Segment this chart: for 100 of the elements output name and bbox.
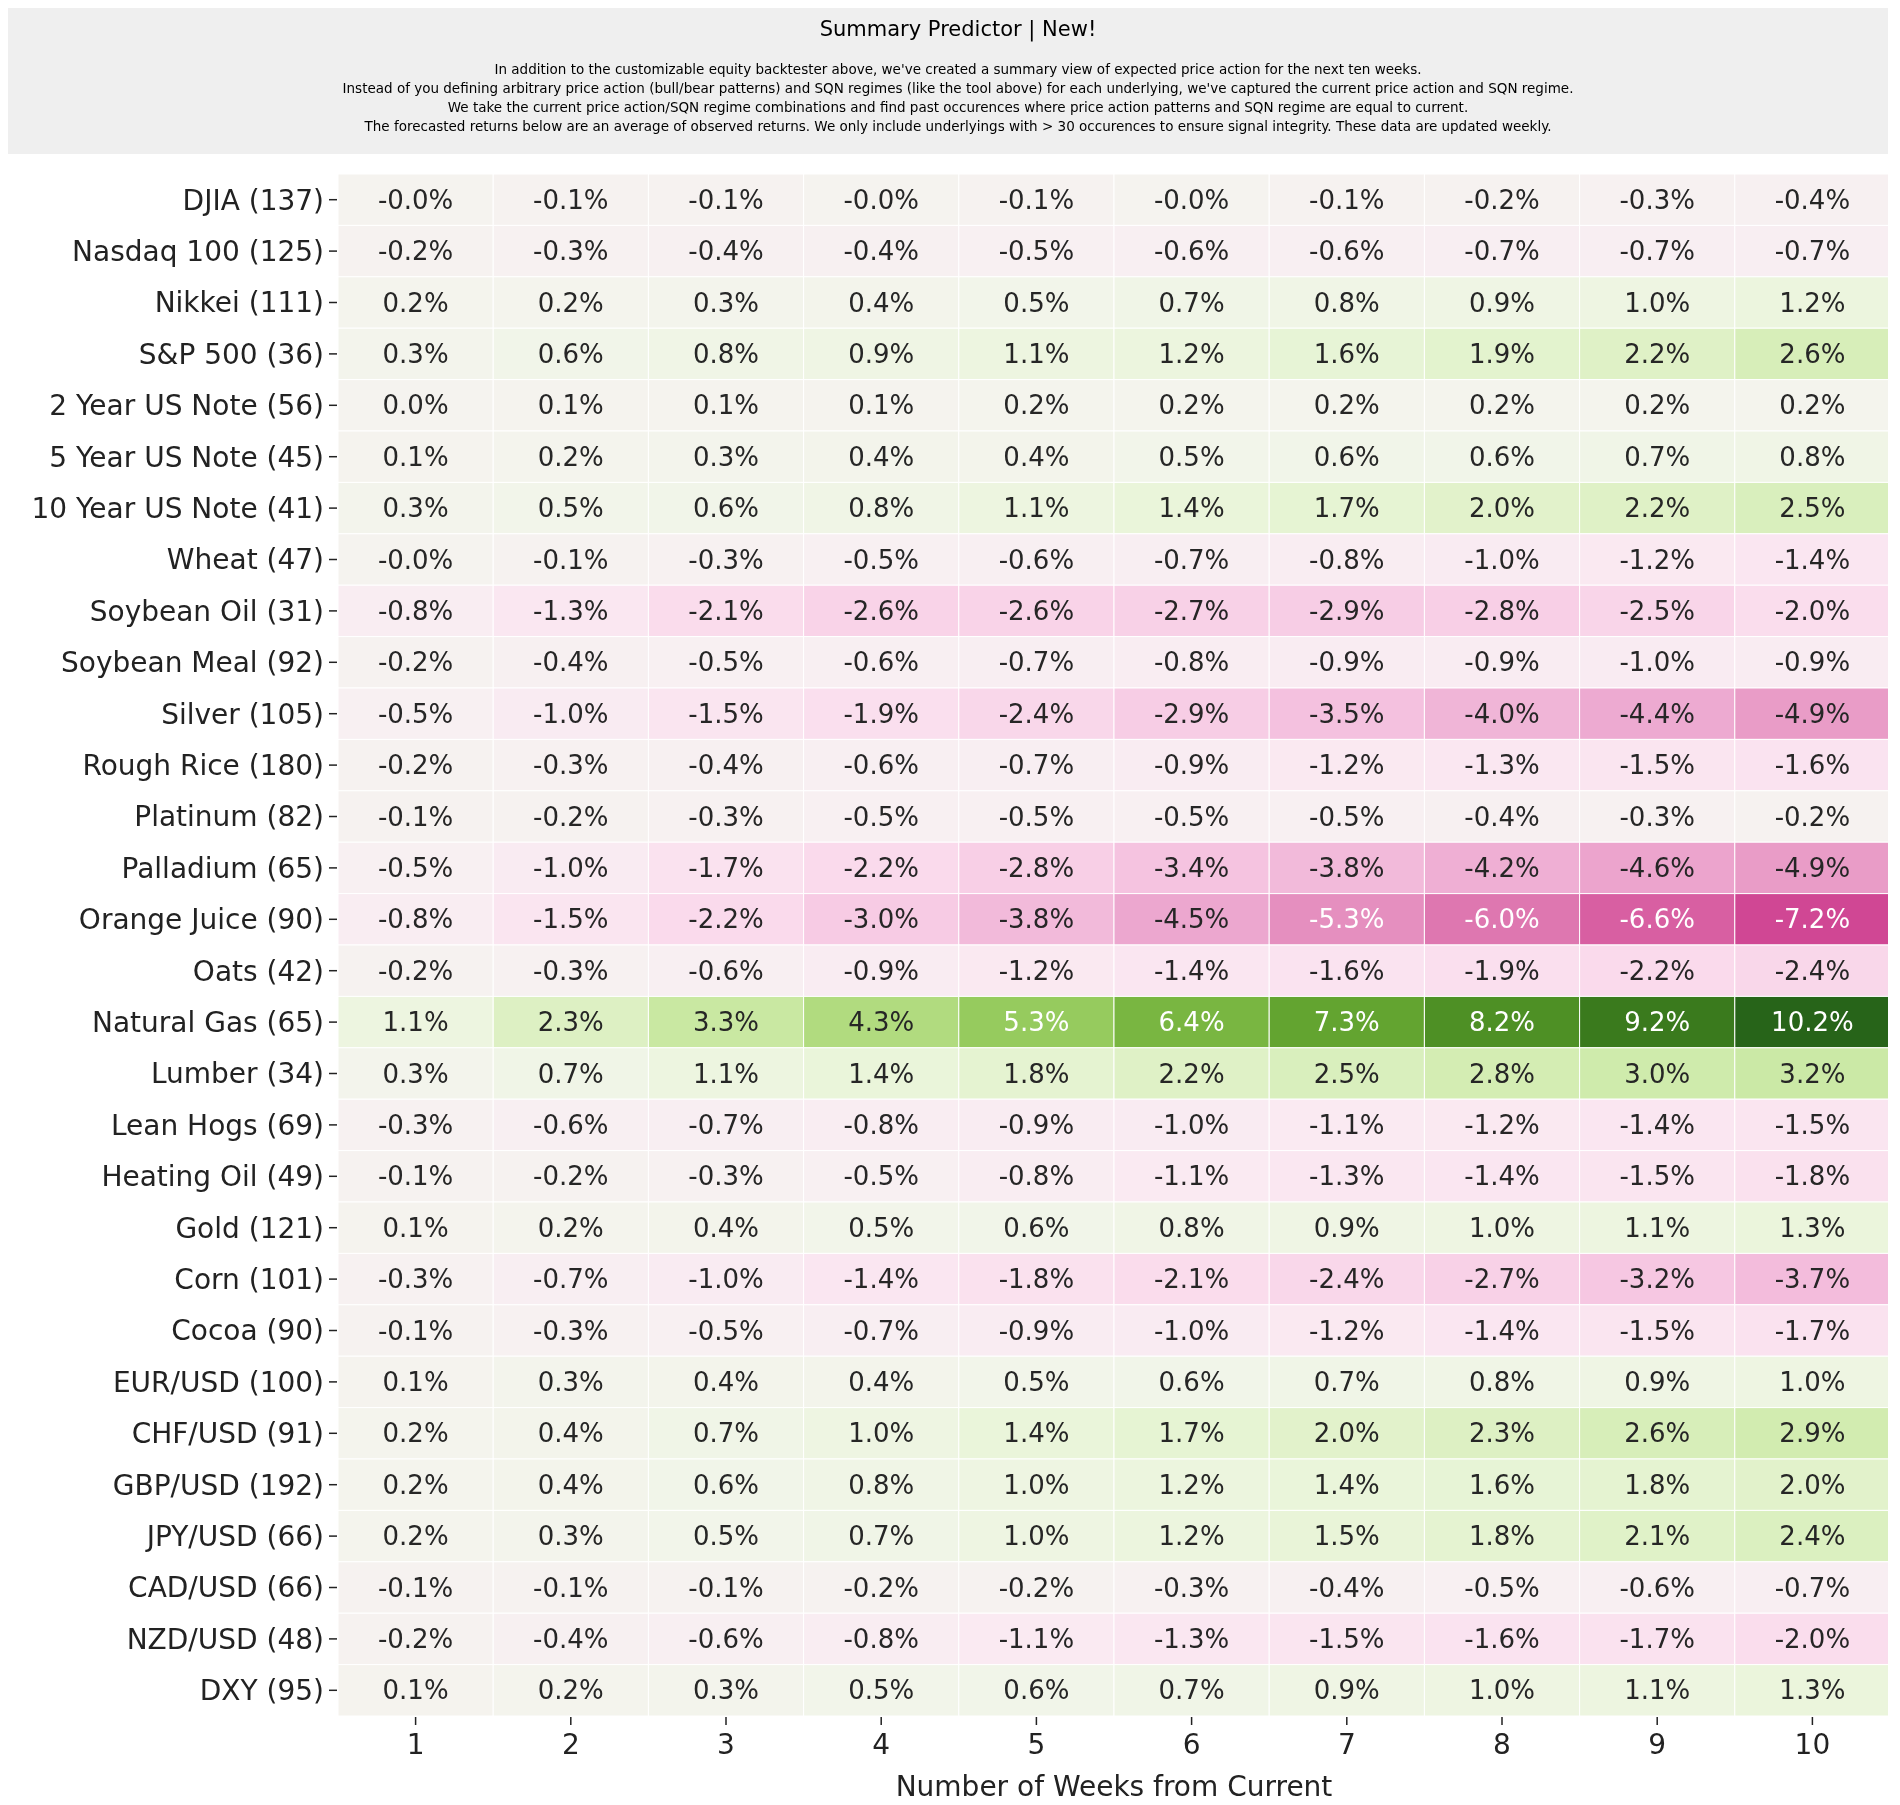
data-label: -1.3% (1464, 750, 1540, 781)
data-label: 0.3% (692, 1675, 760, 1706)
data-label: -1.4% (1464, 1161, 1540, 1192)
data-label: 1.1% (1624, 1675, 1691, 1706)
data-label: -0.2% (377, 1624, 454, 1654)
data-label: -1.0% (533, 698, 609, 729)
x-tick-label: 5 (1027, 1728, 1046, 1761)
data-label: 0.2% (1468, 390, 1536, 421)
data-label: 0.1% (382, 441, 449, 472)
data-label: 0.3% (537, 1367, 604, 1397)
data-label: -0.7% (1153, 544, 1230, 575)
data-label: -1.7% (1774, 1315, 1851, 1346)
data-label: 2.0% (1313, 1418, 1380, 1449)
data-label: -0.5% (1309, 801, 1385, 832)
data-label: 2.3% (1468, 1418, 1536, 1449)
data-label: -0.5% (843, 544, 919, 575)
data-label: 0.1% (382, 1675, 449, 1706)
data-label: -0.4% (1309, 1572, 1385, 1603)
y-tick-label: Gold (121) (175, 1211, 324, 1245)
data-label: -1.0% (1619, 647, 1695, 678)
data-label: -1.5% (1619, 1161, 1695, 1192)
data-label: 0.2% (537, 1212, 604, 1243)
data-label: -0.4% (1774, 184, 1851, 215)
data-label: -0.9% (1153, 750, 1230, 781)
data-label: -0.1% (377, 801, 454, 832)
data-label: -0.3% (688, 544, 764, 575)
data-label: 0.8% (848, 493, 915, 524)
data-label: 0.3% (692, 287, 760, 318)
data-label: 0.7% (1313, 1367, 1380, 1397)
data-label: 0.4% (537, 1418, 604, 1449)
data-label: -1.0% (1464, 544, 1540, 575)
data-label: -1.0% (1153, 1110, 1230, 1140)
data-label: -2.4% (1774, 955, 1851, 986)
data-label: -0.9% (1464, 647, 1540, 678)
data-label: -0.4% (688, 236, 764, 267)
data-label: -0.2% (533, 1161, 609, 1192)
data-label: -1.3% (533, 596, 609, 626)
x-axis-title: Number of Weeks from Current (895, 1770, 1333, 1803)
data-label: 0.4% (692, 1212, 760, 1243)
data-label: -2.2% (688, 904, 764, 935)
data-label: -0.1% (998, 184, 1075, 215)
data-label: -0.6% (843, 647, 919, 678)
data-label: -0.3% (688, 1161, 764, 1192)
data-label: -4.0% (1464, 698, 1540, 729)
data-label: -0.2% (843, 1572, 919, 1603)
data-label: -1.4% (1153, 955, 1230, 986)
data-label: -0.3% (377, 1110, 454, 1140)
y-tick-label: S&P 500 (36) (138, 337, 324, 371)
data-label: -0.5% (377, 853, 454, 883)
data-label: 1.0% (1468, 1675, 1536, 1706)
data-label: 0.9% (848, 339, 915, 369)
data-label: 0.4% (848, 287, 915, 318)
x-tick-label: 8 (1493, 1728, 1511, 1761)
data-label: 0.2% (1624, 390, 1691, 421)
data-label: -1.7% (688, 853, 764, 883)
x-tick-label: 1 (406, 1728, 425, 1761)
data-label: -0.1% (377, 1161, 454, 1192)
data-label: 2.3% (537, 1007, 604, 1038)
data-label: -0.3% (533, 955, 609, 986)
y-tick-label: CHF/USD (91) (131, 1417, 324, 1451)
data-label: 2.0% (1779, 1469, 1846, 1500)
data-label: 2.2% (1624, 339, 1691, 369)
data-label: 0.4% (537, 1469, 604, 1500)
data-label: 1.0% (1003, 1521, 1070, 1552)
y-tick-label: Rough Rice (180) (82, 748, 324, 782)
data-label: 0.6% (537, 339, 604, 369)
data-label: -0.5% (1153, 801, 1230, 832)
data-label: 2.6% (1779, 339, 1846, 369)
data-label: 0.2% (382, 1469, 449, 1500)
data-label: 0.8% (1468, 1367, 1536, 1397)
data-label: -0.2% (998, 1572, 1075, 1603)
data-label: -0.2% (377, 647, 454, 678)
data-label: -2.1% (688, 596, 764, 626)
data-label: 7.3% (1313, 1007, 1380, 1038)
data-label: 0.3% (537, 1521, 604, 1552)
data-label: -0.7% (998, 647, 1075, 678)
data-label: 0.7% (1158, 287, 1225, 318)
data-label: 1.1% (1624, 1212, 1691, 1243)
y-tick-label: Natural Gas (65) (92, 1005, 324, 1039)
data-label: 0.2% (1313, 390, 1380, 421)
y-tick-label: 2 Year US Note (56) (49, 389, 324, 423)
data-label: 2.1% (1624, 1521, 1691, 1552)
data-label: 0.1% (537, 390, 604, 421)
data-label: -1.1% (1153, 1161, 1230, 1192)
data-label: -0.9% (1774, 647, 1851, 678)
data-label: -0.2% (377, 236, 454, 267)
data-label: 1.8% (1003, 1058, 1070, 1089)
data-label: -2.5% (1619, 596, 1695, 626)
data-label: 0.6% (1003, 1675, 1070, 1706)
data-label: 4.3% (848, 1007, 915, 1038)
data-label: 0.1% (692, 390, 760, 421)
data-label: -0.5% (998, 236, 1075, 267)
data-label: 0.9% (1313, 1212, 1380, 1243)
data-label: -0.9% (998, 1315, 1075, 1346)
data-label: -0.0% (377, 544, 454, 575)
data-label: -1.6% (1309, 955, 1385, 986)
data-label: 0.5% (848, 1212, 915, 1243)
data-label: -0.5% (843, 801, 919, 832)
data-label: 1.9% (1468, 339, 1536, 369)
data-label: -1.9% (843, 698, 919, 729)
